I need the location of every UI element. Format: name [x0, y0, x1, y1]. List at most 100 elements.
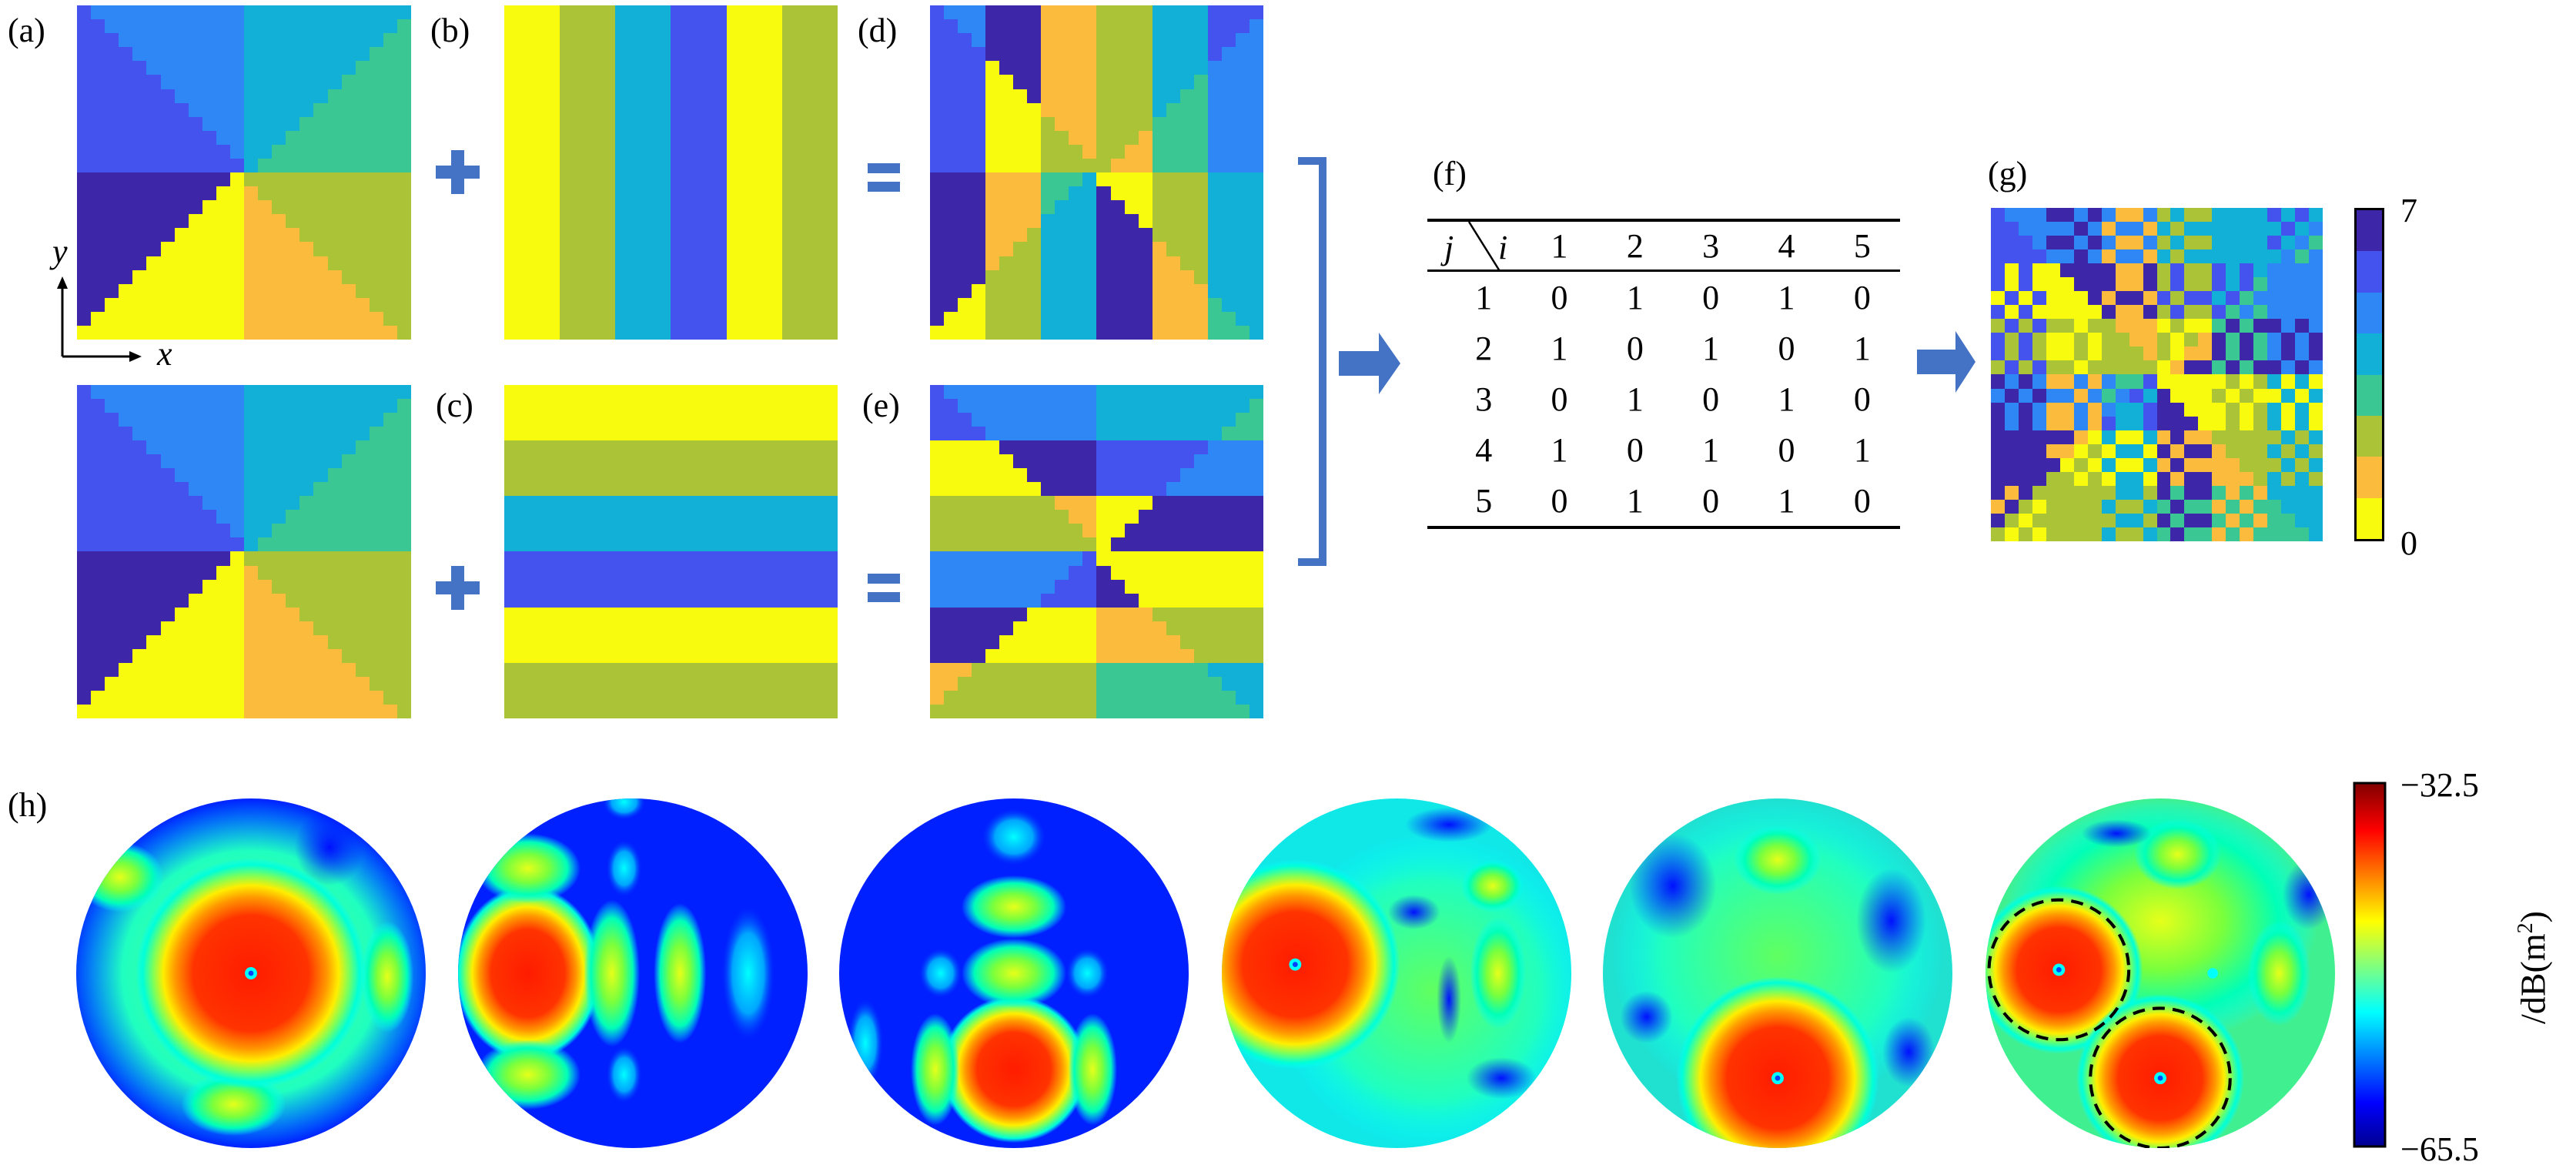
phase-cell — [369, 537, 383, 552]
phase-cell — [1096, 5, 1111, 20]
phase-cell — [1110, 565, 1125, 580]
phase-cell — [355, 89, 370, 103]
phase-cell — [396, 454, 411, 469]
phase-cell — [532, 61, 547, 75]
phase-cell — [972, 89, 986, 103]
phase-cell — [1069, 454, 1083, 469]
phase-cell — [313, 662, 328, 677]
phase-cell — [657, 5, 671, 20]
phase-cell — [2032, 263, 2046, 278]
phase-cell — [146, 214, 161, 229]
phase-cell — [160, 144, 175, 159]
phase-cell — [504, 593, 519, 608]
phase-cell — [1027, 607, 1042, 621]
phase-cell — [1193, 256, 1208, 270]
phase-cell — [532, 704, 547, 718]
phase-cell — [1179, 89, 1194, 103]
phase-cell — [1124, 676, 1139, 691]
phase-cell — [188, 269, 202, 284]
phase-cell — [1069, 510, 1083, 524]
phase-cell — [174, 158, 189, 172]
phase-cell — [615, 172, 630, 187]
phase-cell — [2309, 208, 2323, 223]
phase-cell — [657, 537, 671, 552]
phase-cell — [2143, 277, 2157, 292]
phase-cell — [587, 19, 602, 34]
phase-cell — [77, 144, 92, 159]
phase-cell — [684, 228, 699, 243]
phase-cell — [299, 565, 314, 580]
phase-cell — [1166, 496, 1180, 511]
phase-cell — [643, 607, 657, 621]
phase-cell — [740, 399, 754, 413]
phase-cell — [1096, 200, 1111, 215]
phase-cell — [795, 311, 810, 326]
phase-cell — [1110, 607, 1125, 621]
phase-cell — [299, 427, 314, 441]
phase-cell — [272, 325, 286, 340]
table-cell: 1 — [1702, 329, 1720, 367]
phase-cell — [229, 283, 244, 298]
phase-cell — [383, 47, 397, 62]
phase-cell — [258, 256, 273, 270]
phase-cell — [105, 19, 119, 34]
phase-cell — [795, 297, 810, 312]
phase-cell — [146, 482, 161, 497]
phase-cell — [2184, 527, 2199, 541]
phase-cell — [958, 61, 972, 75]
phase-cell — [396, 19, 411, 34]
phase-cell — [1235, 634, 1250, 649]
phase-cell — [2101, 416, 2116, 430]
phase-cell — [1027, 297, 1042, 312]
phase-cell — [1235, 399, 1250, 413]
phase-cell — [999, 269, 1014, 284]
phase-cell — [105, 75, 119, 89]
phase-cell — [504, 704, 519, 718]
phase-cell — [2253, 291, 2268, 306]
phase-cell — [1082, 325, 1097, 340]
phase-cell — [712, 33, 727, 48]
phase-cell — [91, 440, 105, 455]
phase-cell — [1193, 283, 1208, 298]
phase-cell — [2059, 236, 2074, 250]
rcs-pattern-6 — [1986, 798, 2335, 1148]
phase-cell — [383, 385, 397, 400]
table-cell: 0 — [1702, 481, 1720, 520]
phase-cell — [1138, 89, 1153, 103]
phase-cell — [2198, 208, 2213, 223]
phase-cell — [383, 468, 397, 483]
phase-cell — [2226, 388, 2240, 403]
phase-cell — [958, 510, 972, 524]
phase-cell — [985, 468, 1000, 483]
phase-cell — [768, 186, 782, 201]
phase-cell — [174, 256, 189, 270]
phase-cell — [132, 214, 147, 229]
right-arrow-icon — [1339, 333, 1400, 394]
phase-cell — [1110, 537, 1125, 552]
phase-cell — [2170, 388, 2185, 403]
phase-cell — [587, 89, 602, 103]
phase-cell — [972, 704, 986, 718]
phase-cell — [216, 468, 230, 483]
phase-cell — [1069, 593, 1083, 608]
phase-cell — [1249, 130, 1263, 145]
phase-cell — [643, 172, 657, 187]
phase-cell — [601, 19, 616, 34]
phase-cell — [272, 399, 286, 413]
phase-cell — [560, 399, 574, 413]
phase-cell — [1249, 551, 1263, 566]
phase-cell — [518, 214, 533, 229]
phase-cell — [2295, 291, 2310, 306]
phase-cell — [809, 551, 824, 566]
phase-cell — [657, 385, 671, 400]
phase-cell — [229, 496, 244, 511]
phase-cell — [754, 47, 768, 62]
phase-cell — [601, 482, 616, 497]
phase-cell — [299, 200, 314, 215]
phase-cell — [1013, 61, 1028, 75]
phase-cell — [2198, 527, 2213, 541]
phase-cell — [504, 427, 519, 441]
phase-cell — [160, 593, 175, 608]
phase-cell — [985, 537, 1000, 552]
